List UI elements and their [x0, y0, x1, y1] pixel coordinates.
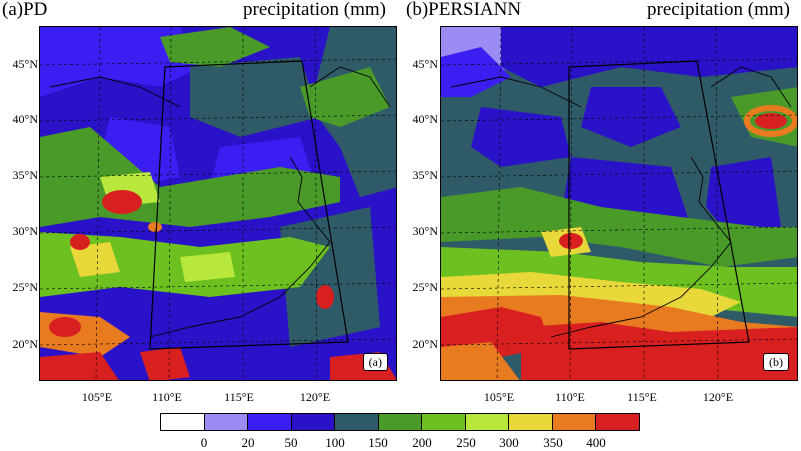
colorbar-label-200: 200: [412, 435, 432, 450]
panel-a-lat-45: 45°N: [12, 57, 38, 71]
panel-a-variable: precipitation (mm): [243, 0, 386, 20]
colorbar-label-0: 0: [200, 435, 208, 450]
panel-b-lat-20: 20°N: [412, 337, 438, 351]
panel-a-lon-105: 105°E: [81, 390, 113, 404]
panel-a-lon-120: 120°E: [299, 390, 331, 404]
panel-a-lat-20: 20°N: [12, 337, 38, 351]
colorbar-segment: [552, 414, 597, 430]
colorbar-label-150: 150: [368, 435, 388, 450]
colorbar-segment: [378, 414, 423, 430]
panel-b-lat-45: 45°N: [412, 57, 438, 71]
panel-b-lat-35: 35°N: [412, 168, 438, 182]
colorbar-segment: [465, 414, 510, 430]
panel-a-lat-25: 25°N: [12, 280, 38, 294]
panel-b-lon-115: 115°E: [627, 390, 657, 404]
panel-a-tag: (a): [362, 353, 388, 371]
panel-b-tag: (b): [763, 353, 789, 371]
panel-a-lon-115: 115°E: [224, 390, 254, 404]
panel-a-field: [40, 27, 396, 380]
panel-a-lon-110: 110°E: [152, 390, 182, 404]
panel-b-field: [441, 27, 797, 380]
panel-b-title: (b)PERSIANN: [406, 0, 522, 20]
panel-b-lat-30: 30°N: [412, 224, 438, 238]
colorbar-segment: [161, 414, 205, 430]
colorbar-label-250: 250: [456, 435, 476, 450]
panel-a-title: (a)PD: [2, 0, 48, 20]
panel-a-lat-40: 40°N: [12, 112, 38, 126]
panel-b-lat-25: 25°N: [412, 280, 438, 294]
colorbar-segment: [335, 414, 379, 430]
colorbar-label-350: 350: [543, 435, 563, 450]
colorbar-segment: [204, 414, 249, 430]
colorbar-label-300: 300: [499, 435, 519, 450]
colorbar: [160, 413, 640, 431]
panel-a-lat-35: 35°N: [12, 168, 38, 182]
panel-a-lat-30: 30°N: [12, 224, 38, 238]
panel-b-lon-120: 120°E: [702, 390, 734, 404]
colorbar-segment: [509, 414, 553, 430]
panel-b-variable: precipitation (mm): [647, 0, 790, 20]
colorbar-label-20: 20: [241, 435, 255, 450]
panel-b-map: (b): [440, 26, 798, 381]
colorbar-label-100: 100: [325, 435, 345, 450]
colorbar-segment: [422, 414, 466, 430]
colorbar-segment: [291, 414, 336, 430]
panel-a-map: (a): [39, 26, 397, 381]
colorbar-label-50: 50: [284, 435, 298, 450]
panel-b-lon-105: 105°E: [483, 390, 515, 404]
panel-b-lat-40: 40°N: [412, 112, 438, 126]
panel-b-lon-110: 110°E: [555, 390, 585, 404]
colorbar-segment: [248, 414, 292, 430]
colorbar-segment: [596, 414, 640, 430]
colorbar-label-400: 400: [586, 435, 606, 450]
